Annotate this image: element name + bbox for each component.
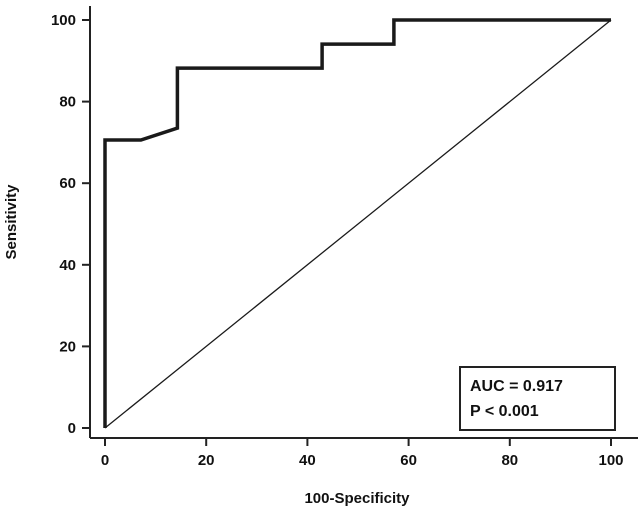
x-tick-label: 100 — [598, 452, 623, 469]
x-tick-label: 60 — [400, 452, 417, 469]
x-tick-label: 20 — [198, 452, 215, 469]
series — [103, 18, 612, 429]
y-tick-label: 20 — [59, 338, 76, 355]
x-tick-label: 0 — [101, 452, 109, 469]
x-tick-label: 40 — [299, 452, 316, 469]
annotation-frame — [459, 366, 616, 431]
annotation-p-value: P < 0.001 — [470, 403, 539, 420]
roc-curve-line — [103, 18, 611, 428]
y-axis-label: Sensitivity — [3, 184, 20, 260]
y-tick-label: 40 — [59, 257, 76, 274]
y-tick-label: 100 — [51, 12, 76, 29]
y-tick-label: 80 — [59, 94, 76, 111]
x-tick-label: 80 — [501, 452, 518, 469]
axes — [89, 6, 638, 439]
reference-diagonal-line — [104, 19, 612, 429]
ticks: 0 20 40 60 80 100 0 20 40 60 80 100 — [51, 12, 624, 469]
y-tick-label: 60 — [59, 175, 76, 192]
x-axis-label: 100-Specificity — [304, 490, 410, 507]
annotation-auc: AUC = 0.917 — [470, 378, 563, 395]
y-tick-label: 0 — [68, 420, 76, 437]
annotation-box: AUC = 0.917 P < 0.001 — [459, 366, 616, 431]
